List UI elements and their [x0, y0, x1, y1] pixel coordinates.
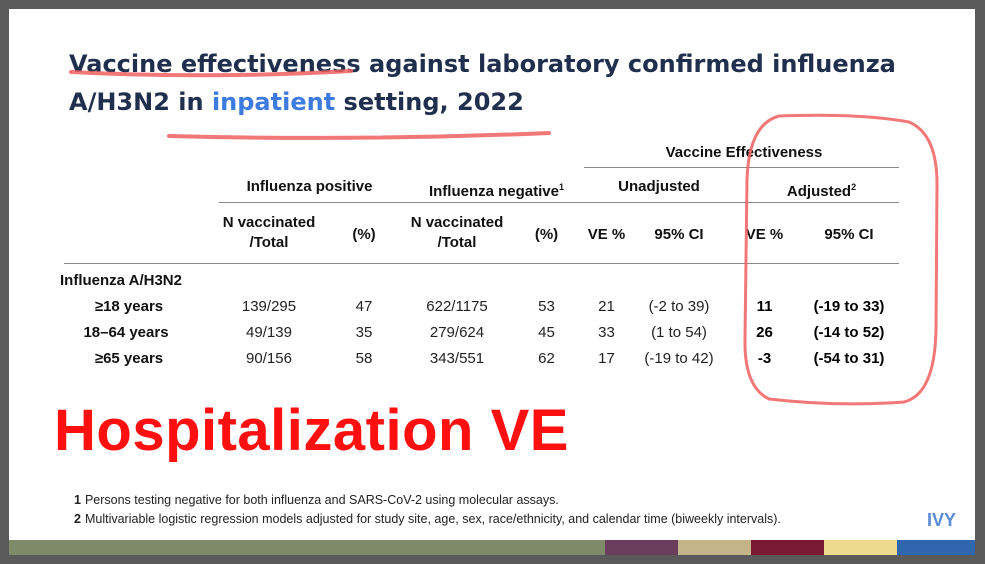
ivy-logo: IVY — [927, 510, 957, 530]
title-text-middle: against laboratory confirmed influenza A… — [69, 50, 896, 116]
cell-neg-pct: 45 — [538, 324, 555, 341]
slide-title: Vaccine effectiveness against laboratory… — [69, 45, 929, 121]
section-label: Influenza A/H3N2 — [60, 272, 182, 289]
col-group-adjusted: Adjusted2 — [786, 182, 857, 200]
adjusted-column-circle — [743, 113, 939, 406]
header-ve-adj: VE % — [745, 226, 784, 243]
row-label: 18–64 years — [83, 324, 169, 341]
title-highlight: inpatient — [211, 88, 336, 116]
header-ci-unadj: 95% CI — [654, 226, 704, 243]
row-label: ≥18 years — [94, 298, 164, 315]
header-ci-adj: 95% CI — [824, 226, 874, 243]
body-rule — [64, 263, 899, 264]
ve-group-header: Vaccine Effectiveness — [665, 144, 823, 161]
cell-pos-n: 139/295 — [241, 298, 297, 315]
cell-adj-ci: (-54 to 31) — [813, 350, 885, 367]
col-group-flu-positive: Influenza positive — [246, 178, 373, 195]
title-text-end: setting, 2022 — [335, 88, 524, 116]
bottom-bar-segment — [678, 540, 751, 555]
cell-unadj-ci: (-2 to 39) — [648, 298, 710, 315]
footnote: 1 Persons testing negative for both influ… — [74, 493, 559, 507]
hospitalization-ve-overlay: Hospitalization VE — [54, 398, 569, 463]
cell-neg-pct: 62 — [538, 350, 555, 367]
cell-pos-n: 49/139 — [246, 324, 292, 341]
bottom-bar-segment — [605, 540, 678, 555]
header-n-vacc-neg: N vaccinated/Total — [410, 214, 504, 251]
cell-neg-n: 622/1175 — [426, 298, 488, 315]
cell-adj-ve: -3 — [757, 350, 772, 367]
col-group-unadjusted: Unadjusted — [618, 178, 700, 195]
cell-unadj-ve: 21 — [598, 298, 615, 315]
col-group-flu-negative: Influenza negative1 — [428, 182, 565, 200]
cell-adj-ci: (-19 to 33) — [813, 298, 885, 315]
bottom-bar-segment — [9, 540, 605, 555]
slide: Vaccine effectiveness against laboratory… — [9, 9, 975, 555]
bottom-bar-segment — [897, 540, 975, 555]
cell-pos-pct: 58 — [355, 350, 373, 367]
cell-neg-pct: 53 — [538, 298, 555, 315]
header-pct-neg: (%) — [534, 226, 559, 243]
header-rule — [219, 202, 899, 203]
cell-neg-n: 279/624 — [429, 324, 485, 341]
bottom-bar-segment — [751, 540, 824, 555]
cell-neg-n: 343/551 — [429, 350, 485, 367]
cell-pos-n: 90/156 — [246, 350, 292, 367]
cell-adj-ci: (-14 to 52) — [813, 324, 885, 341]
annotation-layer — [69, 69, 939, 406]
row-label: ≥65 years — [94, 350, 164, 367]
header-ve-unadj: VE % — [587, 226, 626, 243]
header-pct-pos: (%) — [352, 226, 376, 243]
cell-adj-ve: 11 — [756, 298, 773, 315]
footnote: 2 Multivariable logistic regression model… — [74, 512, 781, 526]
underline-inpatient-line — [167, 131, 551, 140]
cell-pos-pct: 47 — [355, 298, 373, 315]
header-n-vacc-pos: N vaccinated/Total — [222, 214, 316, 251]
cell-unadj-ve: 17 — [598, 350, 615, 367]
cell-unadj-ci: (-19 to 42) — [644, 350, 714, 367]
bottom-bar-segment — [824, 540, 897, 555]
cell-unadj-ve: 33 — [598, 324, 615, 341]
ve-group-rule — [584, 167, 899, 168]
underline-vaccine-effectiveness — [69, 69, 353, 78]
cell-pos-pct: 35 — [355, 324, 373, 341]
cell-adj-ve: 26 — [756, 324, 773, 341]
cell-unadj-ci: (1 to 54) — [651, 324, 707, 341]
